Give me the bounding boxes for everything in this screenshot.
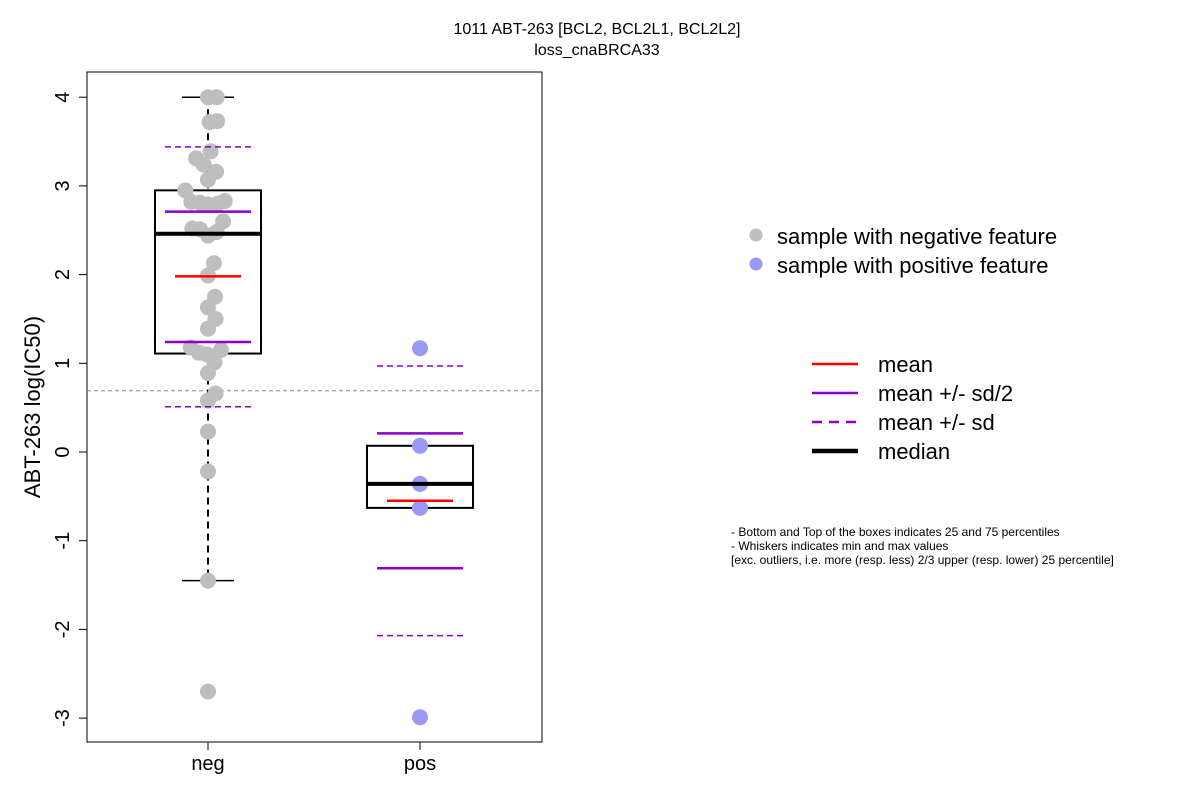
chart-note: [exc. outliers, i.e. more (resp. less) 2… (731, 553, 1114, 567)
y-tick-label: 4 (52, 92, 74, 103)
legend-line-label: median (878, 439, 950, 464)
x-tick-label-pos: pos (404, 753, 436, 775)
sample-point (200, 299, 216, 316)
sample-point (205, 255, 222, 272)
y-tick-label: 1 (52, 358, 74, 369)
chart-subtitle: loss_cnaBRCA33 (534, 42, 660, 59)
x-tick-label-neg: neg (191, 753, 224, 775)
y-tick-label: -1 (52, 532, 74, 550)
sample-point (215, 213, 232, 230)
sample-point (200, 365, 216, 382)
y-axis: -3 -2 -1 0 1 2 3 4 (52, 92, 88, 727)
legend-point-label: sample with positive feature (777, 253, 1048, 278)
sample-point (200, 423, 216, 440)
y-tick-label: 0 (52, 446, 74, 457)
y-axis-label: ABT-263 log(IC50) (20, 316, 45, 498)
box-group-neg (154, 89, 262, 700)
sample-point (200, 320, 216, 337)
y-tick-label: 2 (52, 269, 74, 280)
sample-point (200, 392, 216, 409)
box-group-pos (366, 340, 474, 726)
legend-line-label: mean +/- sd/2 (878, 381, 1013, 406)
sample-point (200, 463, 216, 480)
y-tick-label: -2 (52, 621, 74, 639)
sample-point (216, 192, 233, 209)
y-tick-label: 3 (52, 180, 74, 191)
sample-point (212, 341, 229, 358)
sample-point (412, 340, 428, 357)
box-groups (154, 89, 474, 726)
legend-points: sample with negative feature sample with … (749, 224, 1057, 278)
sample-point (200, 683, 216, 700)
chart-note: - Bottom and Top of the boxes indicates … (731, 525, 1060, 539)
sample-point (195, 156, 212, 173)
sample-point (412, 437, 428, 454)
y-tick-label: -3 (52, 709, 74, 727)
legend-point-marker (749, 228, 763, 242)
x-axis: neg pos (191, 742, 436, 775)
chart-title: 1011 ABT-263 [BCL2, BCL2L1, BCL2L2] (453, 21, 740, 38)
legend-line-label: mean (878, 352, 933, 377)
legend-point-label: sample with negative feature (777, 224, 1057, 249)
sample-point (208, 89, 225, 106)
legend-lines: mean mean +/- sd/2 mean +/- sd median (812, 352, 1013, 464)
plot-area-frame (86, 71, 543, 743)
chart-notes: - Bottom and Top of the boxes indicates … (731, 525, 1114, 567)
legend-point-marker (749, 257, 763, 271)
sample-point (200, 171, 216, 188)
sample-point (412, 709, 428, 726)
sample-point (412, 499, 428, 516)
sample-point (209, 113, 226, 130)
sample-point (200, 572, 216, 589)
legend-line-label: mean +/- sd (878, 410, 995, 435)
chart-note: - Whiskers indicates min and max values (731, 539, 948, 553)
